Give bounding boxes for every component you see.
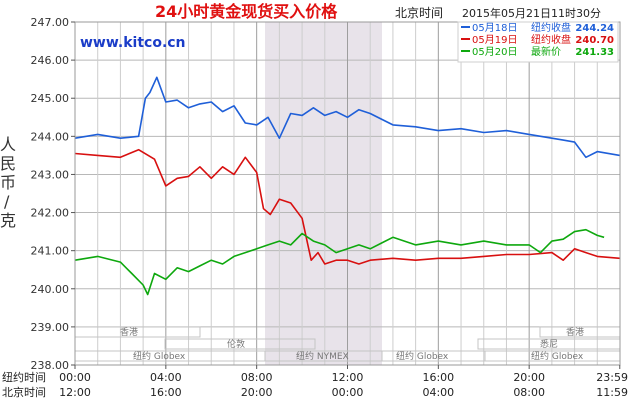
legend-date: 05月18日 [472,22,517,34]
x-tick-label: 04:00 [150,371,182,384]
series-line-1 [74,148,620,265]
y-tick-label: 247.00 [31,16,70,29]
x-tick-label: 08:00 [513,386,545,399]
x-tick-label: 20:00 [241,386,273,399]
x-tick-label: 00:00 [59,371,91,384]
x-tick-label: 08:00 [241,371,273,384]
y-tick-label: 238.00 [31,359,70,372]
series-line-2 [74,228,605,296]
y-tick-label: 246.00 [31,54,70,67]
session-newyork-globex-2-label: 纽约 Globex [396,350,449,362]
x-tick-label: 23:59 [596,371,628,384]
y-axis-label-char: 克 [0,211,16,230]
session-newyork-globex-3-label: 纽约 Globex [531,350,584,362]
y-axis-label-char: 人 [0,135,16,154]
beijing-time-label: 北京时间 [395,6,443,20]
x-tick-label: 16:00 [422,371,454,384]
y-axis-label: 人民币/克 [0,135,16,230]
y-tick-label: 241.00 [31,245,70,258]
x-tick-label: 00:00 [332,386,364,399]
y-tick-label: 244.00 [31,130,70,143]
legend-box [457,21,619,63]
legend-date: 05月20日 [472,46,517,58]
x-axis-row-label: 纽约时间 [2,370,46,384]
x-tick-label: 11:59 [596,386,628,399]
session-london [164,338,316,350]
legend-value: 244.24 [575,23,614,34]
y-axis-label-char: 民 [0,154,16,173]
session-newyork-globex-1-label: 纽约 Globex [133,350,186,362]
x-tick-label: 12:00 [332,371,364,384]
y-tick-label: 245.00 [31,92,70,105]
legend-value: 241.33 [575,47,614,58]
session-newyork-nymex-label: 纽约 NYMEX [296,350,349,362]
session-london-label: 伦敦 [227,338,245,350]
series-line-0 [74,76,620,159]
y-axis-label-char: / [4,192,10,211]
y-tick-label: 239.00 [31,321,70,334]
x-tick-label: 04:00 [422,386,454,399]
y-tick-label: 242.00 [31,207,70,220]
y-axis-label-text: 人民币/克 [0,135,16,230]
y-tick-label: 243.00 [31,168,70,181]
x-axis-row-label: 北京时间 [2,385,46,399]
x-tick-label: 20:00 [513,371,545,384]
chart-title: 24小时黄金现货买入价格 [155,2,338,21]
session-hongkong-2-label: 香港 [566,326,584,338]
watermark: www.kitco.cn [80,35,186,51]
x-tick-label: 12:00 [59,386,91,399]
session-hongkong-1-label: 香港 [120,326,138,338]
session-sydney-label: 悉尼 [540,338,558,350]
timestamp: 2015年05月21日11时30分 [462,6,601,20]
x-axis-ticks: 纽约时间 00:00 04:00 08:00 12:00 16:00 20:00 23:59 北… [2,365,628,399]
series-layer [74,76,620,296]
legend-date: 05月19日 [472,34,517,46]
legend-kind: 纽约收盘 [531,33,571,46]
nymex-session-shade [265,22,382,365]
legend-kind: 纽约收盘 [531,21,571,34]
y-axis-label-char: 币 [0,173,16,192]
y-tick-label: 240.00 [31,283,70,296]
legend-kind: 最新价 [531,45,561,58]
legend-value: 240.70 [575,35,614,46]
x-tick-label: 16:00 [150,386,182,399]
y-axis-ticks: 247.00 246.00 245.00 244.00 243.00 242.00 241.… [31,16,75,372]
